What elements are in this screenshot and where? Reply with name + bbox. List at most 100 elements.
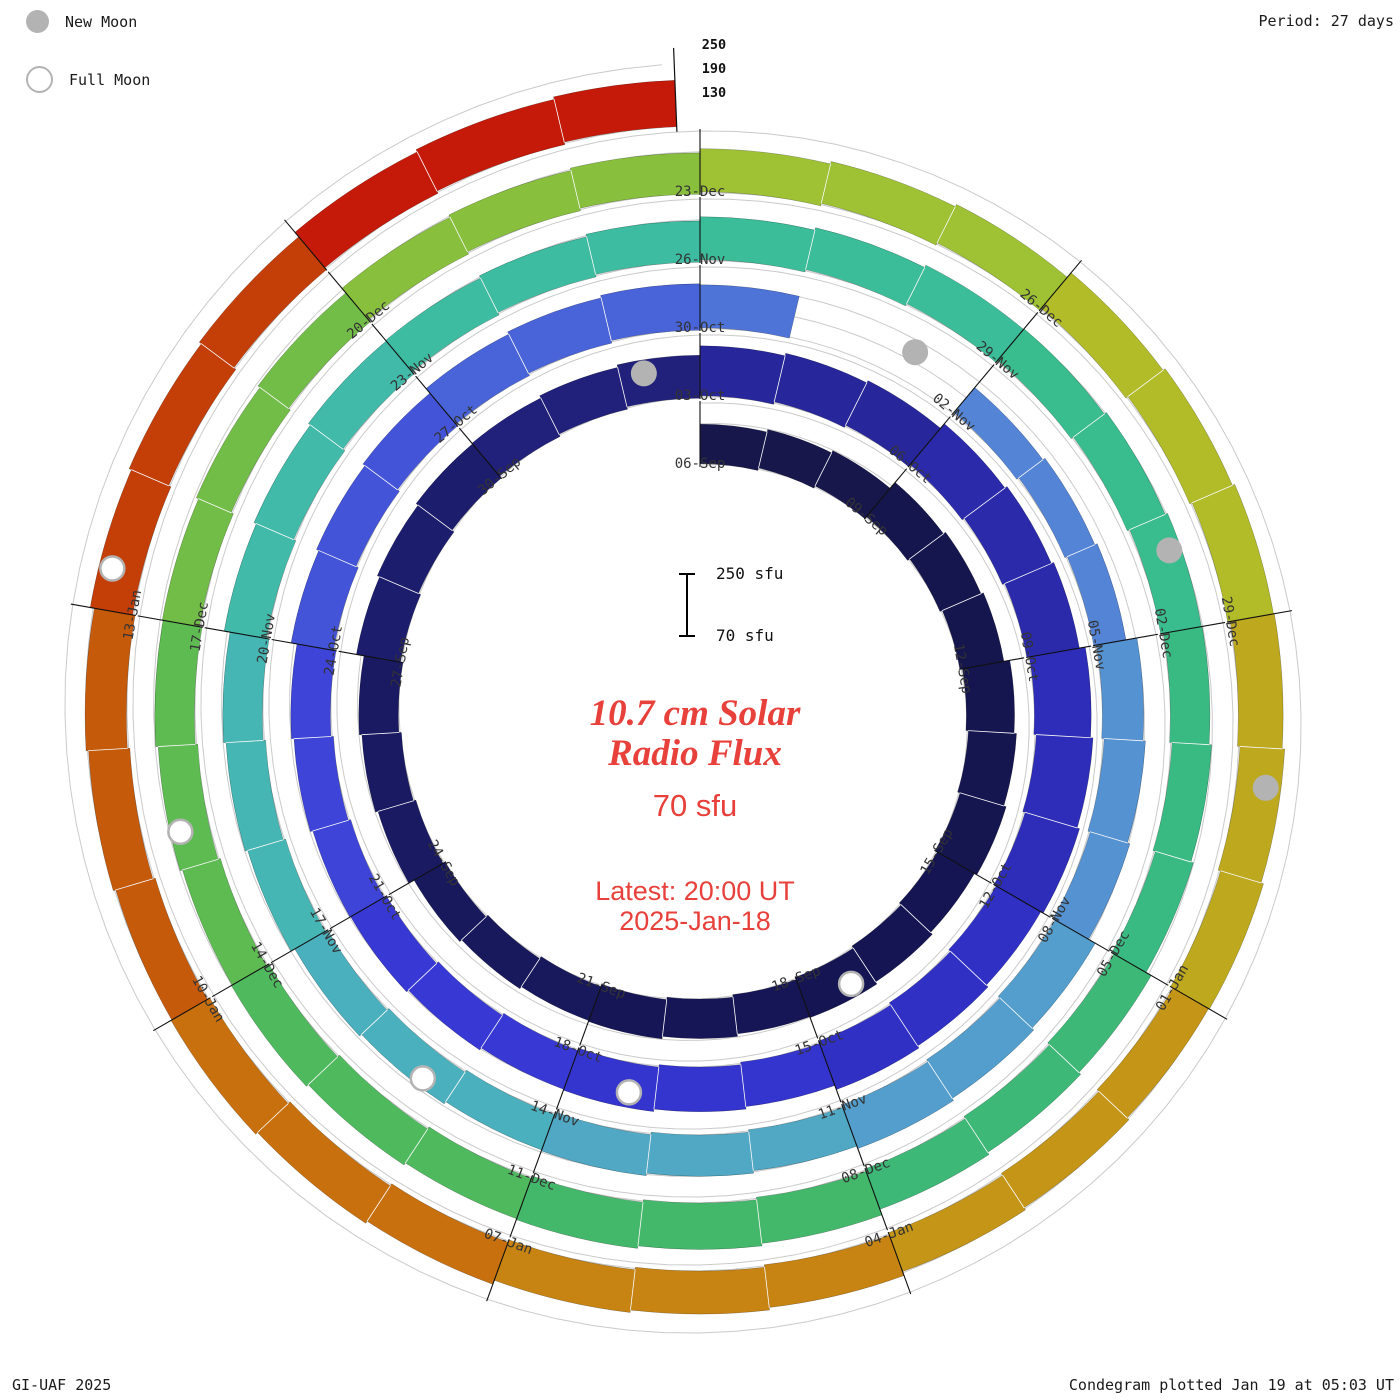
flux-day-bar: [225, 740, 284, 852]
flux-day-bar: [646, 1131, 754, 1177]
full-moon-marker: [99, 555, 126, 582]
flux-day-bar: [307, 1054, 429, 1166]
flux-day-bar: [756, 1170, 883, 1244]
date-label: 26-Nov: [675, 252, 726, 268]
latest-date: 2025-Jan-18: [619, 906, 771, 936]
flux-day-bar: [699, 284, 800, 339]
flux-day-bar: [257, 1101, 391, 1224]
latest-data-tick: [672, 47, 678, 132]
current-flux-value: 70 sfu: [652, 788, 738, 823]
full-moon-marker: [409, 1065, 437, 1092]
center-annotations: 10.7 cm Solar Radio Flux 70 sfu Latest: …: [395, 693, 995, 937]
flux-day-bar: [1047, 953, 1152, 1073]
flux-day-bar: [637, 1199, 763, 1250]
plotted-timestamp: Condegram plotted Jan 19 at 05:03 UT: [1068, 1376, 1394, 1394]
flux-day-bar: [448, 170, 581, 253]
flux-day-bar: [758, 429, 833, 489]
flux-day-bar: [290, 550, 359, 651]
full-moon-marker: [615, 1079, 643, 1106]
flux-day-bar: [953, 387, 1044, 480]
flux-day-bar: [366, 1183, 509, 1285]
flux-day-bar: [1022, 734, 1094, 829]
flux-day-bar: [182, 858, 267, 986]
new-moon-marker: [1156, 537, 1183, 564]
new-moon-label: New Moon: [65, 12, 138, 31]
segment-boundaries: [70, 47, 1293, 1302]
flux-day-bar: [1087, 738, 1146, 844]
flux-day-bar: [405, 1126, 532, 1220]
latest-time: Latest: 20:00 UT: [595, 876, 795, 906]
date-label: 23-Dec: [675, 184, 726, 200]
legend-new-moon: New Moon: [26, 10, 137, 33]
flux-day-bar: [997, 328, 1105, 439]
flux-day-bar: [1127, 368, 1233, 505]
flux-day-bar: [898, 851, 975, 933]
flux-day-bar: [699, 423, 768, 471]
flux-day-bar: [480, 1012, 579, 1090]
flux-day-bar: [1029, 646, 1092, 739]
flux-day-bar: [312, 819, 385, 918]
flux-day-bar: [963, 1044, 1082, 1153]
flux-day-bar: [507, 297, 613, 374]
radial-tick-190: 190: [701, 61, 727, 77]
flux-day-bar: [851, 904, 933, 983]
flux-day-bar: [161, 498, 234, 628]
flux-day-bar: [957, 730, 1017, 807]
flux-day-bar: [732, 979, 811, 1035]
chart-title-line1: 10.7 cm Solar: [589, 693, 801, 734]
flux-scale-bar: [679, 573, 695, 637]
flux-day-bar: [1095, 637, 1144, 742]
full-moon-marker: [167, 818, 194, 846]
radial-tick-130: 130: [701, 85, 727, 101]
flux-day-bar: [948, 885, 1042, 986]
flux-day-bar: [128, 343, 237, 487]
flux-day-bar: [748, 1106, 858, 1171]
scale-max-label: 250 sfu: [716, 564, 784, 583]
flux-day-bar: [408, 961, 503, 1051]
chart-title-line2: Radio Flux: [608, 733, 782, 774]
flux-day-bar: [1018, 457, 1096, 558]
flux-day-bar: [1096, 987, 1209, 1119]
flux-day-bar: [630, 1266, 770, 1315]
scale-min-label: 70 sfu: [716, 626, 774, 645]
flux-day-bar: [88, 747, 154, 891]
flux-day-bar: [773, 352, 868, 428]
flux-day-bar: [662, 996, 738, 1039]
moon-markers: [99, 339, 1279, 1106]
flux-day-bar: [341, 216, 469, 321]
date-label: 30-Oct: [675, 320, 726, 336]
flux-day-bar: [909, 531, 982, 612]
flux-day-bar: [425, 333, 530, 425]
radial-axis-labels: 250 190 130: [691, 33, 737, 105]
new-moon-marker: [630, 360, 657, 387]
flux-day-bar: [115, 877, 208, 1021]
flux-day-bar: [820, 161, 956, 246]
radial-tick-250: 250: [701, 37, 727, 53]
full-moon-icon: [26, 66, 53, 93]
flux-day-bar: [962, 660, 1015, 734]
latest-reading: Latest: 20:00 UT 2025-Jan-18: [395, 876, 995, 936]
flux-day-bar: [740, 1043, 836, 1107]
credit-label: GI-UAF 2025: [12, 1376, 112, 1394]
legend-full-moon: Full Moon: [26, 66, 150, 93]
flux-day-bar: [926, 997, 1035, 1099]
flux-day-bar: [888, 951, 989, 1047]
flux-day-bar: [1001, 1091, 1130, 1209]
flux-day-bar: [763, 1234, 905, 1308]
flux-day-bar: [653, 1064, 747, 1113]
flux-day-bar: [866, 482, 944, 561]
date-label: 06-Sep: [675, 456, 726, 472]
new-moon-icon: [26, 10, 49, 33]
period-label: Period: 27 days: [1258, 12, 1394, 30]
full-moon-label: Full Moon: [69, 70, 151, 89]
flux-day-bar: [963, 486, 1052, 585]
flux-day-bar: [316, 465, 400, 567]
day-dividers: [88, 98, 1283, 1311]
flux-day-bar: [223, 523, 297, 639]
flux-day-bar: [1229, 613, 1284, 750]
flux-day-bar: [157, 743, 219, 871]
flux-day-bar: [997, 919, 1096, 1029]
flux-day-bar: [1111, 851, 1194, 973]
